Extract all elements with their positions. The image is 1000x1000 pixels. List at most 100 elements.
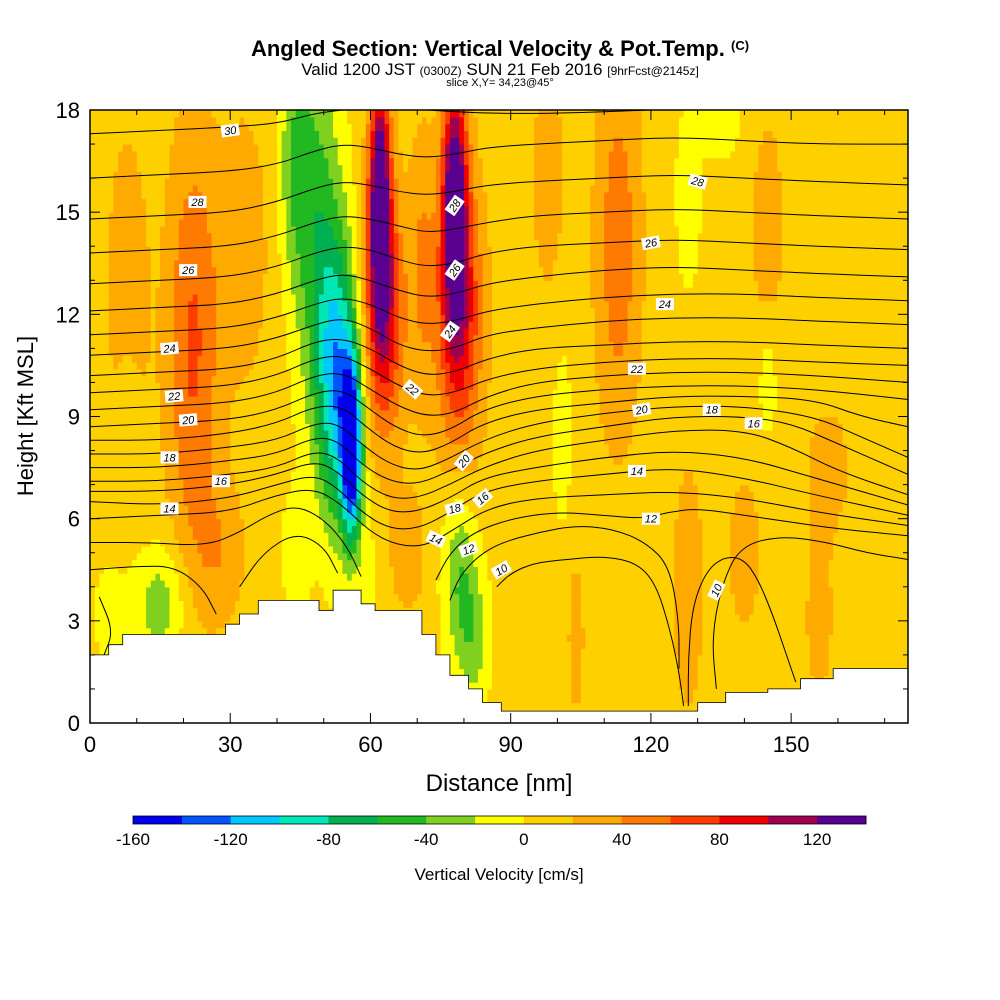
field-cell bbox=[650, 702, 657, 710]
field-cell bbox=[132, 566, 138, 574]
field-cell bbox=[529, 654, 535, 663]
field-cell bbox=[707, 620, 713, 629]
field-cell bbox=[248, 573, 255, 581]
field-cell bbox=[847, 593, 853, 601]
field-cell bbox=[491, 634, 498, 642]
field-cell bbox=[725, 641, 731, 649]
field-cell bbox=[104, 593, 110, 601]
field-cell bbox=[580, 607, 587, 615]
field-cell bbox=[856, 627, 862, 636]
field-cell bbox=[674, 559, 680, 567]
field-cell bbox=[94, 641, 100, 649]
field-cell bbox=[160, 607, 166, 615]
field-cell bbox=[870, 532, 876, 540]
field-cell bbox=[337, 559, 344, 567]
field-cell bbox=[721, 607, 727, 615]
field-cell bbox=[870, 614, 876, 622]
field-cell bbox=[585, 559, 591, 567]
field-cell bbox=[856, 559, 862, 567]
field-cell bbox=[692, 573, 699, 581]
field-cell bbox=[744, 627, 750, 636]
field-cell bbox=[506, 641, 512, 649]
field-cell bbox=[692, 579, 699, 588]
field-cell bbox=[566, 654, 573, 663]
field-cell bbox=[903, 586, 908, 595]
field-cell bbox=[707, 586, 713, 595]
field-cell bbox=[160, 614, 166, 622]
field-cell bbox=[716, 661, 722, 670]
field-cell bbox=[889, 661, 895, 670]
field-cell bbox=[398, 600, 404, 608]
field-cell bbox=[136, 627, 143, 636]
field-cell bbox=[487, 654, 493, 663]
field-cell bbox=[552, 552, 559, 561]
field-cell bbox=[127, 573, 133, 581]
field-cell bbox=[879, 573, 886, 581]
field-cell bbox=[127, 627, 133, 636]
field-cell bbox=[870, 648, 876, 656]
field-cell bbox=[823, 532, 830, 540]
field-cell bbox=[239, 559, 245, 567]
field-cell bbox=[557, 579, 563, 588]
field-cell bbox=[548, 573, 554, 581]
field-cell bbox=[870, 607, 876, 615]
field-cell bbox=[459, 586, 465, 595]
field-cell bbox=[767, 579, 774, 588]
field-cell bbox=[286, 593, 292, 601]
field-cell bbox=[707, 614, 713, 622]
field-cell bbox=[421, 573, 428, 581]
field-cell bbox=[791, 539, 797, 547]
field-cell bbox=[828, 641, 834, 649]
field-cell bbox=[664, 552, 671, 561]
field-cell bbox=[772, 545, 778, 554]
field-cell bbox=[669, 559, 675, 567]
field-cell bbox=[837, 559, 844, 567]
field-cell bbox=[328, 559, 334, 567]
field-cell bbox=[721, 661, 727, 670]
field-cell bbox=[618, 641, 624, 649]
field-cell bbox=[431, 559, 437, 567]
field-cell bbox=[725, 614, 731, 622]
field-cell bbox=[192, 552, 199, 561]
field-cell bbox=[632, 579, 638, 588]
field-cell bbox=[566, 627, 573, 636]
field-cell bbox=[585, 586, 591, 595]
field-cell bbox=[660, 668, 666, 676]
field-cell bbox=[174, 545, 180, 554]
field-cell bbox=[753, 559, 760, 567]
field-cell bbox=[636, 634, 643, 642]
field-cell bbox=[267, 545, 273, 554]
field-cell bbox=[646, 648, 652, 656]
field-cell bbox=[90, 573, 96, 581]
field-cell bbox=[627, 654, 633, 663]
field-cell bbox=[627, 593, 633, 601]
field-cell bbox=[459, 634, 465, 642]
field-cell bbox=[875, 661, 881, 670]
field-cell bbox=[384, 525, 390, 533]
field-cell bbox=[791, 552, 797, 561]
field-cell bbox=[739, 539, 745, 547]
field-cell bbox=[763, 668, 769, 676]
field-cell bbox=[590, 545, 596, 554]
field-cell bbox=[548, 668, 554, 676]
field-cell bbox=[515, 695, 521, 704]
field-cell bbox=[749, 682, 755, 690]
field-cell bbox=[683, 586, 689, 595]
field-cell bbox=[749, 620, 755, 629]
field-cell bbox=[692, 668, 699, 676]
field-cell bbox=[365, 573, 372, 581]
field-cell bbox=[749, 668, 755, 676]
field-cell bbox=[524, 668, 530, 676]
field-cell bbox=[104, 559, 110, 567]
field-cell bbox=[323, 579, 329, 588]
field-cell bbox=[496, 627, 502, 636]
field-cell bbox=[674, 634, 680, 642]
field-cell bbox=[188, 614, 194, 622]
field-cell bbox=[384, 545, 390, 554]
field-cell bbox=[805, 668, 811, 676]
field-cell bbox=[618, 648, 624, 656]
field-cell bbox=[529, 532, 535, 540]
field-cell bbox=[819, 532, 825, 540]
field-cell bbox=[543, 600, 549, 608]
field-cell bbox=[136, 586, 143, 595]
